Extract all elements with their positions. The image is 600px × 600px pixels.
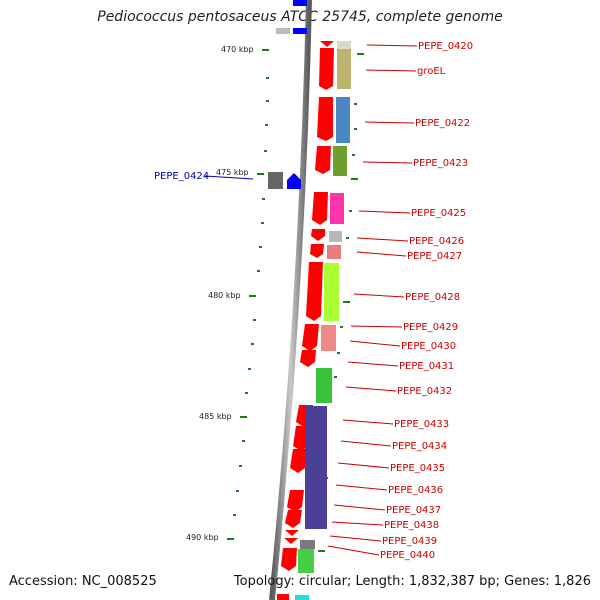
gene-label[interactable]: PEPE_0434: [392, 441, 447, 452]
gene-label[interactable]: PEPE_0423: [413, 158, 468, 169]
gene-label[interactable]: PEPE_0425: [411, 208, 466, 219]
genome-backbone: [269, 0, 312, 600]
gene-label[interactable]: PEPE_0420: [418, 41, 473, 52]
gene-label[interactable]: PEPE_0430: [401, 341, 456, 352]
genome-summary: Topology: circular; Length: 1,832,387 bp…: [233, 574, 591, 589]
gene-label[interactable]: PEPE_0422: [415, 118, 470, 129]
gene-label[interactable]: PEPE_0428: [405, 292, 460, 303]
gene-label[interactable]: PEPE_0427: [407, 251, 462, 262]
gene-label[interactable]: PEPE_0424: [154, 171, 209, 182]
scale-label: 480 kbp: [208, 291, 241, 300]
gene-partial-top: [276, 28, 290, 34]
cds-arrows: [277, 41, 334, 600]
scale-label: 485 kbp: [199, 412, 232, 421]
gene-label[interactable]: PEPE_0435: [390, 463, 445, 474]
accession-label: Accession: NC_008525: [9, 574, 157, 589]
gene-label[interactable]: PEPE_0431: [399, 361, 454, 372]
gene-label[interactable]: PEPE_0432: [397, 386, 452, 397]
gene-pepe-0424-box: [268, 172, 283, 189]
gene-partial-top: [293, 28, 307, 34]
gene-label[interactable]: PEPE_0436: [388, 485, 443, 496]
map-title: Pediococcus pentosaceus ATCC 25745, comp…: [97, 9, 503, 25]
gene-label[interactable]: PEPE_0426: [409, 236, 464, 247]
gene-partial-top: [293, 0, 307, 6]
gene-label[interactable]: PEPE_0437: [386, 505, 441, 516]
leader-lines: [327, 44, 418, 556]
gene-label[interactable]: PEPE_0438: [384, 520, 439, 531]
gene-label[interactable]: groEL: [417, 66, 446, 77]
gene-label[interactable]: PEPE_0433: [394, 419, 449, 430]
gene-pepe-0424-arrow: [287, 173, 301, 189]
scale-label: 475 kbp: [216, 168, 249, 177]
scale-label: 470 kbp: [221, 45, 254, 54]
scale-label: 490 kbp: [186, 533, 219, 542]
gene-label[interactable]: PEPE_0429: [403, 322, 458, 333]
leader-line-left: [204, 175, 254, 180]
gene-label[interactable]: PEPE_0439: [382, 536, 437, 547]
function-boxes: [295, 41, 351, 600]
scale-major-ticks: [227, 49, 364, 552]
gene-label[interactable]: PEPE_0440: [380, 550, 435, 561]
